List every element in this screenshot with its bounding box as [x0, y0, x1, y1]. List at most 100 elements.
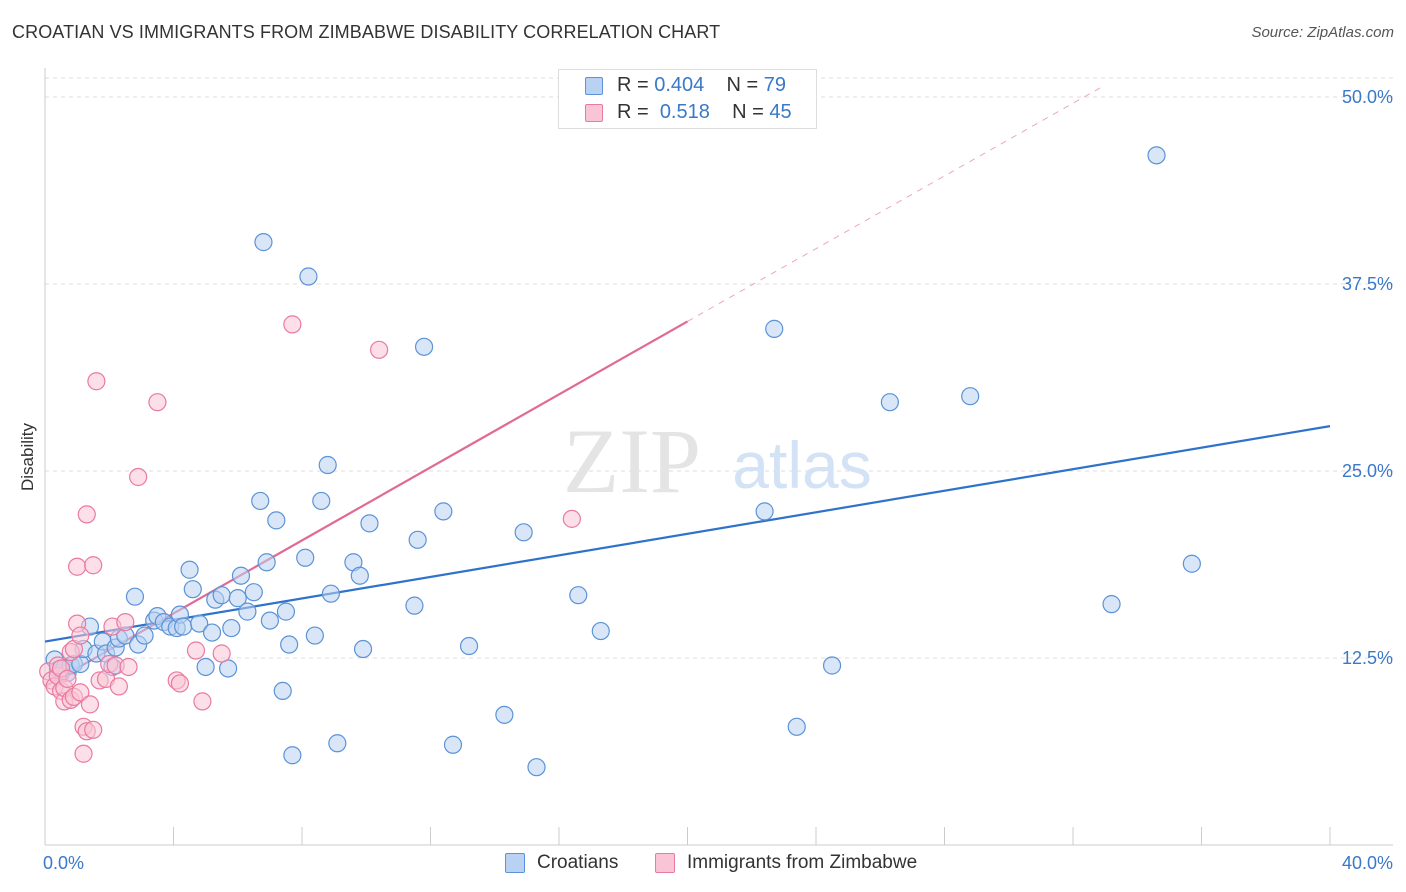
bottom-legend-swatch-blue — [505, 853, 525, 873]
croatians-point — [443, 735, 463, 754]
croatians-point — [180, 560, 199, 579]
zimbabwe-point — [193, 692, 212, 711]
bottom-legend-label: Croatians — [537, 852, 619, 873]
legend-r-label: R = — [617, 74, 649, 96]
croatians-point — [414, 337, 434, 356]
croatians-point — [135, 626, 154, 645]
bottom-legend-swatch-pink — [655, 853, 675, 873]
watermark-zip: ZIP — [563, 410, 701, 512]
zimbabwe-point — [283, 315, 302, 334]
croatians-point — [125, 587, 145, 606]
croatians-point — [190, 614, 209, 633]
bottom-legend-label: Immigrants from Zimbabwe — [687, 852, 918, 873]
croatians-point — [196, 657, 215, 677]
croatians-point — [360, 514, 379, 533]
croatians-point — [787, 717, 806, 736]
croatians-point — [260, 611, 279, 630]
watermark: ZIP atlas — [563, 410, 872, 512]
croatians-point — [822, 656, 842, 675]
croatians-point — [257, 553, 276, 572]
zimbabwe-point — [212, 644, 231, 663]
croatians-point — [312, 491, 331, 511]
croatians-point — [244, 583, 263, 602]
zimbabwe-point — [148, 393, 167, 412]
zimbabwe-point — [58, 669, 77, 689]
legend-swatch-blue — [585, 77, 603, 95]
croatians-point — [405, 596, 424, 615]
croatians-point — [283, 746, 302, 765]
croatians-point — [228, 589, 247, 608]
croatians-point — [353, 639, 373, 659]
tick-labels: 12.5% 25.0% 37.5% 50.0% 0.0% 40.0% — [43, 87, 1393, 873]
zimbabwe-point — [84, 720, 103, 739]
zimbabwe-point — [562, 509, 581, 528]
correlation-legend: R = 0.404 N = 79 R = 0.518 N = 45 — [558, 69, 817, 129]
y-axis-label: Disability — [18, 422, 37, 491]
croatians-point — [305, 626, 324, 645]
zimbabwe-point — [71, 626, 90, 645]
y-tick-label: 37.5% — [1342, 274, 1393, 294]
legend-swatch-pink — [585, 104, 603, 122]
croatians-point — [755, 502, 774, 521]
zimbabwe-point — [119, 657, 138, 677]
croatians-point — [765, 319, 784, 338]
axes — [44, 68, 1393, 846]
croatians-point — [202, 623, 222, 642]
legend-r-value: 0.518 — [659, 101, 710, 123]
zimbabwe-point — [129, 467, 148, 487]
croatians-point — [434, 502, 453, 521]
data-points — [39, 146, 1201, 777]
croatians-point — [527, 758, 546, 777]
legend-n-value: 79 — [763, 74, 787, 96]
croatians-point — [1147, 146, 1166, 165]
croatians-point — [1182, 554, 1201, 573]
croatians-point — [1102, 595, 1121, 614]
y-tick-label: 50.0% — [1342, 87, 1393, 107]
croatians-point — [212, 586, 231, 605]
croatians-point — [276, 602, 296, 621]
zimbabwe-point — [74, 744, 93, 763]
zimbabwe-point — [77, 505, 96, 524]
croatians-point — [961, 387, 980, 406]
zimbabwe-point — [71, 683, 90, 702]
croatians-point — [408, 530, 427, 549]
croatians-point — [267, 511, 286, 530]
croatians-point — [219, 659, 238, 678]
source-label: Source: ZipAtlas.com — [1251, 24, 1394, 41]
croatians-point — [299, 267, 318, 286]
legend-n-label: N = — [732, 101, 764, 123]
croatians-point — [318, 455, 337, 475]
croatians-point — [495, 705, 514, 724]
croatians-point — [296, 548, 315, 567]
zimbabwe-trend-extension — [687, 84, 1106, 322]
croatians-point — [251, 491, 270, 511]
croatians-trend-line — [44, 425, 1331, 643]
zimbabwe-point — [370, 340, 389, 359]
x-tick-label: 40.0% — [1342, 853, 1393, 873]
croatians-point — [880, 393, 899, 412]
legend-n-label: N = — [726, 74, 759, 96]
zimbabwe-point — [84, 556, 103, 575]
croatians-point — [254, 233, 273, 252]
croatians-point — [280, 635, 299, 654]
croatians-point — [591, 621, 610, 641]
croatians-point — [328, 734, 347, 753]
zimbabwe-point — [87, 372, 106, 391]
croatians-point — [273, 681, 292, 701]
chart-title: CROATIAN VS IMMIGRANTS FROM ZIMBABWE DIS… — [12, 22, 721, 42]
croatians-point — [321, 584, 341, 603]
legend-r-label: R = — [617, 101, 649, 123]
legend-n-value: 45 — [769, 101, 792, 123]
legend-r-value: 0.404 — [654, 74, 705, 96]
croatians-point — [231, 566, 251, 585]
zimbabwe-point — [170, 674, 190, 693]
croatians-point — [222, 618, 241, 638]
zimbabwe-point — [80, 695, 100, 714]
croatians-point — [174, 617, 193, 636]
zimbabwe-point — [109, 677, 128, 696]
zimbabwe-point — [68, 557, 87, 576]
croatians-point — [238, 602, 257, 621]
croatians-point — [514, 523, 533, 542]
watermark-atlas: atlas — [732, 428, 871, 502]
